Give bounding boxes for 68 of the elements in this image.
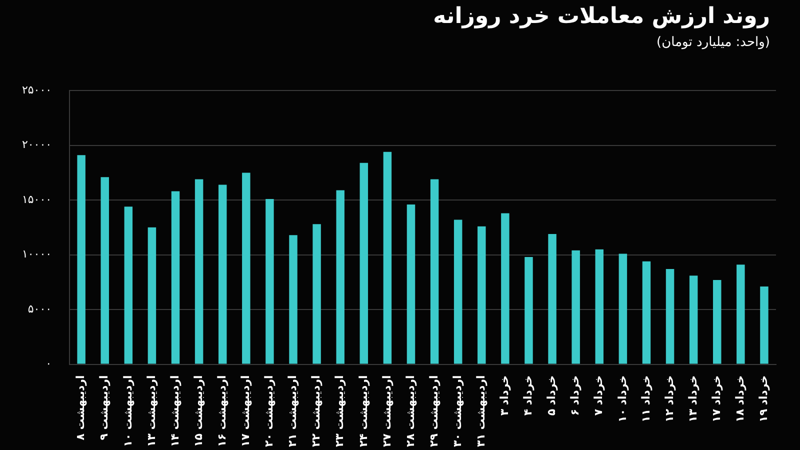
bar xyxy=(572,250,580,364)
bar xyxy=(289,235,298,364)
x-tick-label: ۱۰ خرداد xyxy=(616,375,629,422)
bar xyxy=(548,234,556,364)
bar xyxy=(595,249,604,364)
bar xyxy=(124,206,133,364)
bar xyxy=(194,179,204,364)
bar xyxy=(430,179,439,364)
bar xyxy=(642,261,651,364)
x-tick-label: ۲۴ اردیبهشت xyxy=(356,375,370,448)
x-tick-label: ۱۲ خرداد xyxy=(662,375,676,422)
bar xyxy=(760,286,768,364)
x-tick-label: ۷ خرداد xyxy=(592,375,606,416)
x-tick-label: ۱۱ خرداد xyxy=(639,375,652,422)
x-tick-label: ۲۰ اردیبهشت xyxy=(262,375,276,448)
bar xyxy=(312,224,321,364)
y-tick-label: ۰ xyxy=(46,357,52,370)
bar xyxy=(242,172,250,364)
y-tick-label: ۵۰۰۰ xyxy=(28,302,52,316)
x-tick-label: ۱۶ اردیبهشت xyxy=(215,375,228,448)
x-tick-label: ۶ خرداد xyxy=(568,375,582,416)
bar xyxy=(148,227,156,364)
x-tick-label: ۱۷ خرداد xyxy=(710,375,723,422)
y-tick-label: ۲۵۰۰۰ xyxy=(22,83,52,96)
x-tick-label: ۸ اردیبهشت xyxy=(74,375,88,440)
x-tick-label: ۱۳ خرداد xyxy=(686,375,700,422)
y-tick-label: ۱۰۰۰۰ xyxy=(22,248,52,261)
bar xyxy=(736,264,745,364)
x-tick-label: ۲۳ اردیبهشت xyxy=(333,375,346,448)
x-tick-label: ۲۱ اردیبهشت xyxy=(286,375,300,448)
bar xyxy=(524,256,533,364)
y-tick-label: ۱۵۰۰۰ xyxy=(22,192,52,206)
bar xyxy=(454,220,462,364)
chart-title: روند ارزش معاملات خرد روزانه xyxy=(432,3,770,29)
bar xyxy=(360,162,368,364)
bar xyxy=(689,276,698,364)
x-tick-label: ۳۱ اردیبهشت xyxy=(474,375,488,448)
x-tick-label: ۲۹ اردیبهشت xyxy=(427,375,440,448)
y-tick-label: ۲۰۰۰۰ xyxy=(22,138,52,152)
x-tick-label: ۱۸ خرداد xyxy=(734,375,747,422)
chart-subtitle: (واحد: میلیارد تومان) xyxy=(656,34,770,50)
x-tick-label: ۹ اردیبهشت xyxy=(98,375,111,440)
x-tick-label: ۲۸ اردیبهشت xyxy=(404,375,417,448)
x-tick-label: ۳۰ اردیبهشت xyxy=(450,375,464,448)
x-tick-label: ۱۴ اردیبهشت xyxy=(168,375,182,448)
bar xyxy=(618,254,628,364)
x-tick-label: ۲۲ اردیبهشت xyxy=(310,375,323,448)
bar xyxy=(406,204,416,364)
bar xyxy=(77,155,86,364)
bar xyxy=(100,177,109,364)
x-tick-label: ۱۰ اردیبهشت xyxy=(121,375,134,448)
bar xyxy=(383,152,392,364)
bar xyxy=(501,213,510,364)
bar xyxy=(266,198,274,364)
x-tick-label: ۲۷ اردیبهشت xyxy=(380,375,394,448)
x-tick-label: ۴ خرداد xyxy=(522,375,535,416)
x-tick-label: ۱۷ اردیبهشت xyxy=(239,375,252,448)
x-tick-label: ۳ خرداد xyxy=(498,375,512,416)
bar xyxy=(713,280,722,364)
x-tick-label: ۵ خرداد xyxy=(545,375,558,416)
bar xyxy=(171,191,180,364)
x-tick-label: ۱۵ اردیبهشت xyxy=(192,375,205,448)
x-tick-label: ۱۹ خرداد xyxy=(757,375,770,422)
bar xyxy=(336,190,344,364)
bar xyxy=(218,184,227,364)
x-tick-label: ۱۳ اردیبهشت xyxy=(144,375,158,448)
bar xyxy=(666,269,674,364)
bar xyxy=(478,226,486,364)
